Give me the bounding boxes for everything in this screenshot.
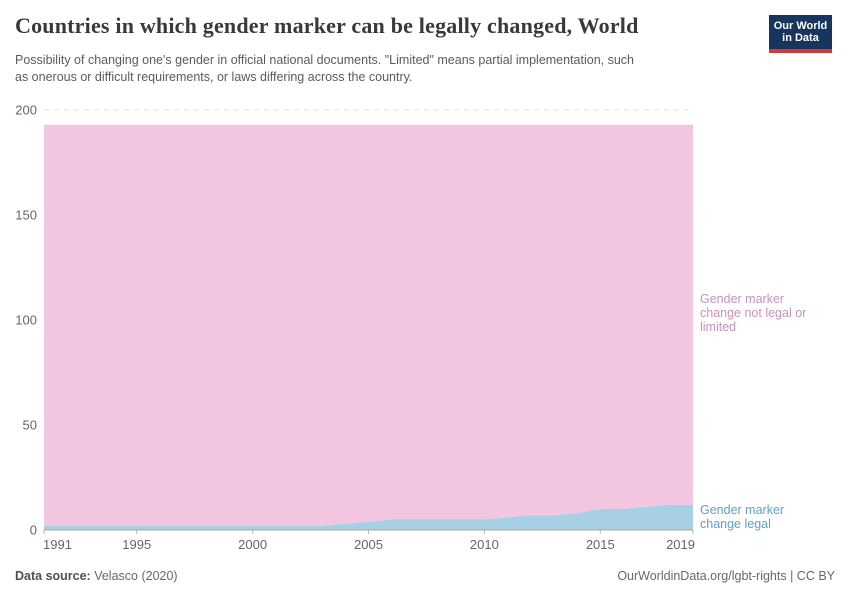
- x-tick-label-2010: 2010: [470, 537, 499, 552]
- y-tick-label-200: 200: [15, 103, 37, 118]
- owid-logo-line1: Our World: [773, 19, 828, 32]
- chart-subtitle: Possibility of changing one's gender in …: [15, 53, 635, 84]
- y-tick-label-150: 150: [15, 208, 37, 223]
- chart-title: Countries in which gender marker can be …: [15, 13, 639, 38]
- y-tick-label-50: 50: [23, 418, 37, 433]
- y-tick-label-0: 0: [30, 523, 37, 538]
- x-tick-label-2019: 2019: [666, 537, 695, 552]
- owid-logo[interactable]: Our World in Data: [769, 15, 832, 53]
- chart-svg[interactable]: 0 50 100 150 200 1991 1995 2000 2005 2010 2015 2019: [0, 95, 850, 565]
- chart-area[interactable]: 0 50 100 150 200 1991 1995 2000 2005 2010 2015 2019…: [0, 95, 850, 565]
- y-tick-label-100: 100: [15, 313, 37, 328]
- series-label-not-legal-or-limited: Gender marker change not legal or limited: [700, 292, 807, 334]
- credit-link[interactable]: OurWorldinData.org/lgbt-rights | CC BY: [617, 569, 835, 583]
- data-source: Data source: Velasco (2020): [15, 569, 178, 583]
- x-tick-label-1991: 1991: [43, 537, 72, 552]
- owid-logo-line2: in Data: [782, 32, 819, 44]
- area-gender-marker-change-not-legal-or-limited: [44, 124, 693, 526]
- x-tick-label-1995: 1995: [122, 537, 151, 552]
- x-tick-label-2015: 2015: [586, 537, 615, 552]
- series-label-legal: Gender marker change legal: [700, 503, 785, 531]
- x-tick-label-2005: 2005: [354, 537, 383, 552]
- data-source-label: Data source:: [15, 569, 91, 583]
- data-source-value: Velasco (2020): [90, 569, 178, 583]
- area-gender-marker-change-legal: [44, 504, 693, 530]
- x-tick-label-2000: 2000: [238, 537, 267, 552]
